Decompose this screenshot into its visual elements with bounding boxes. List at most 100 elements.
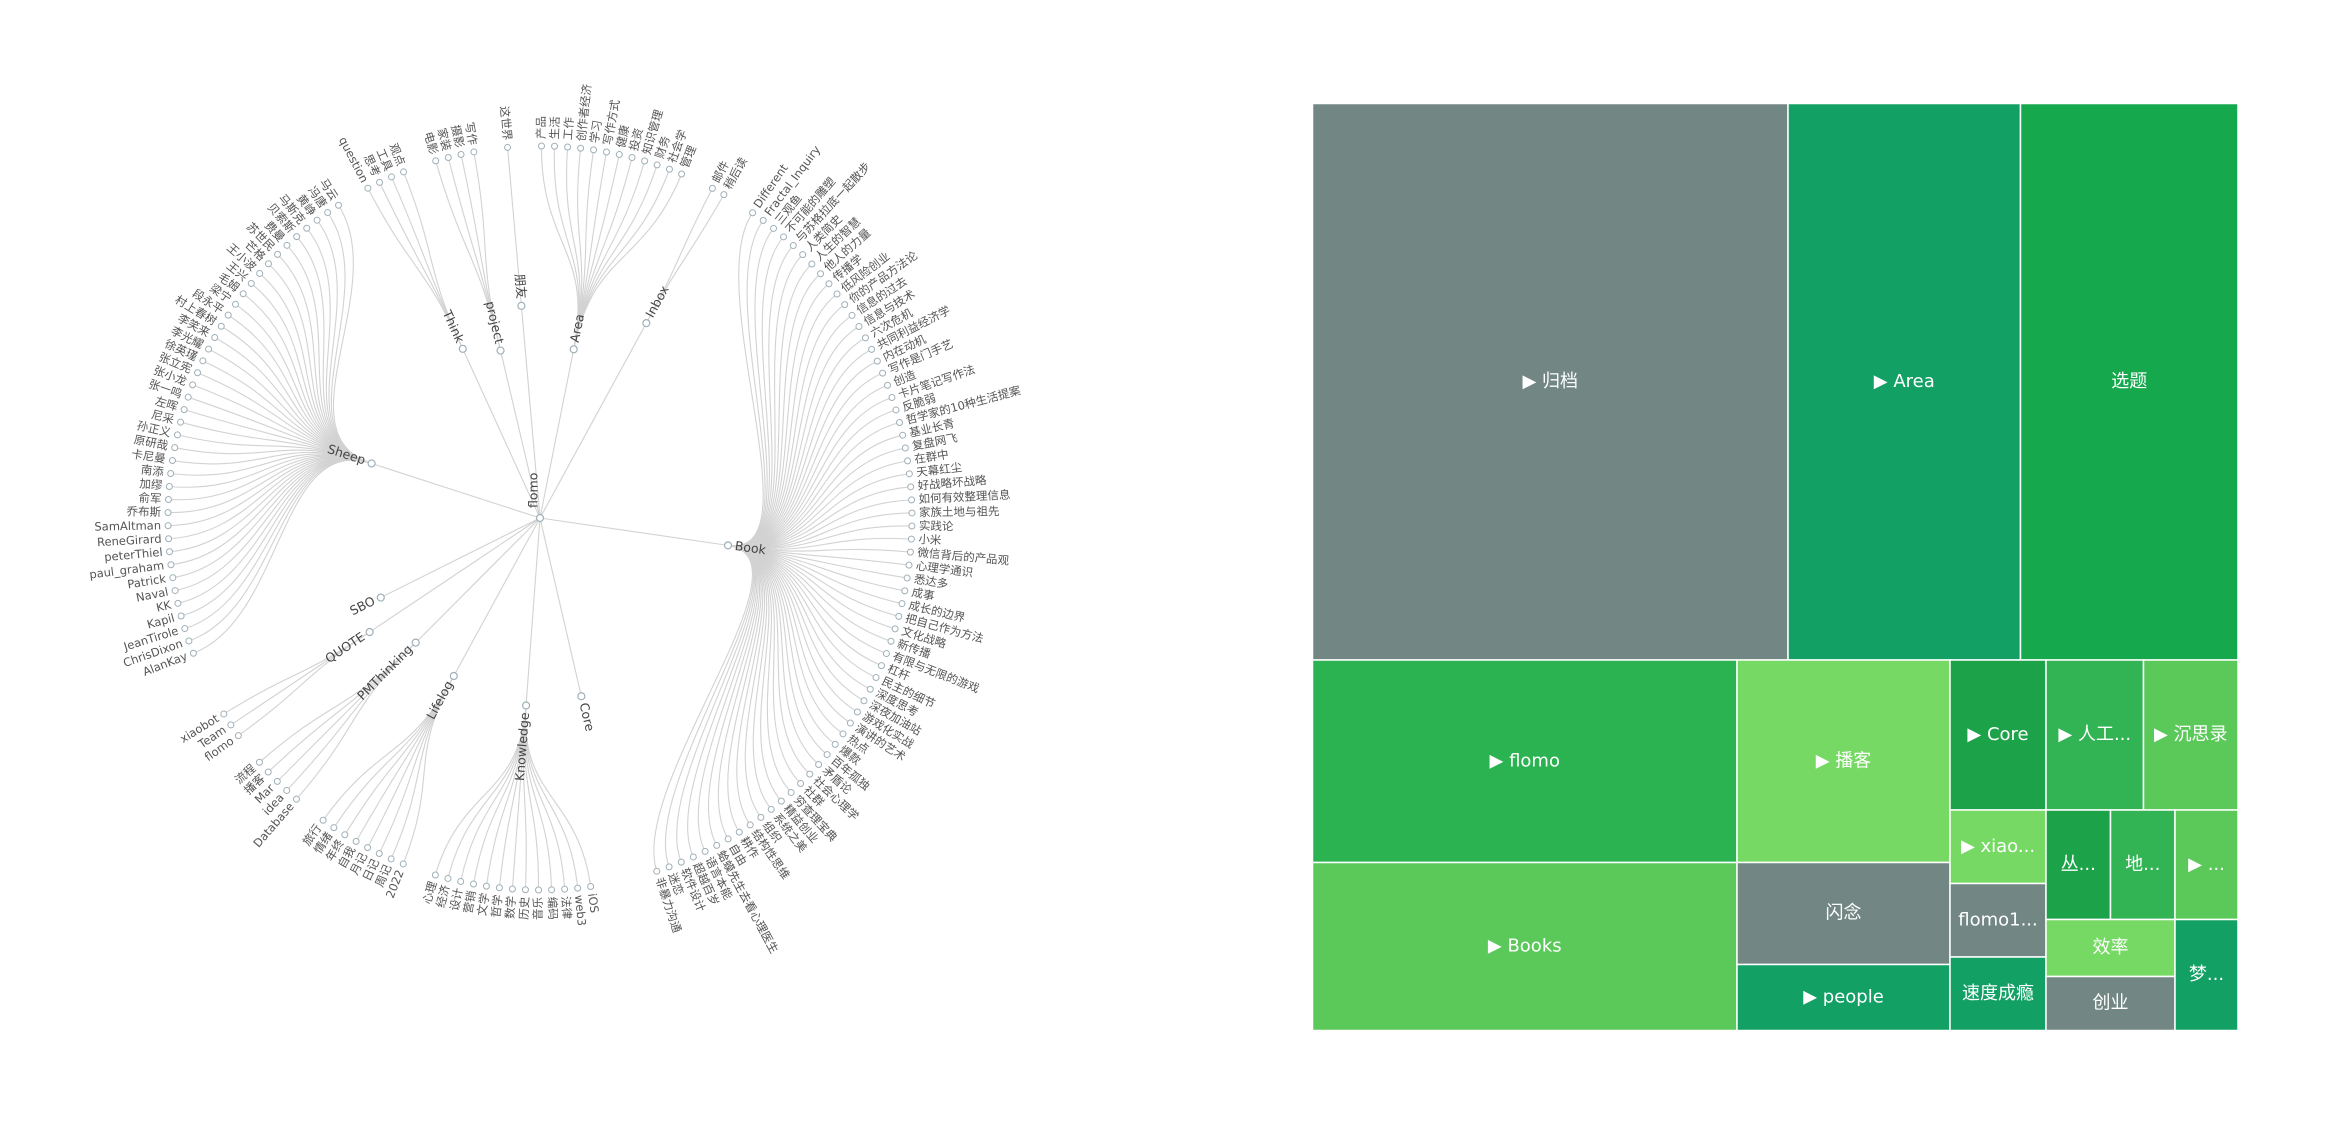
leaf-node — [846, 719, 854, 727]
leaf-link — [306, 227, 372, 464]
leaf-node — [839, 730, 847, 738]
treemap-cell[interactable]: ▶ Books — [1311, 861, 1738, 1032]
treemap-label: ▶ 人工... — [2058, 724, 2131, 745]
leaf-link — [177, 458, 372, 604]
treemap-cell[interactable]: 丛... — [2045, 809, 2112, 921]
leaf-node — [171, 444, 179, 452]
leaf-node — [708, 184, 716, 192]
leaf-node — [861, 334, 869, 342]
treemap-cell[interactable]: 速度成瘾 — [1949, 956, 2047, 1032]
leaf-node — [167, 561, 175, 569]
leaf-node — [628, 154, 636, 162]
branch-node — [521, 701, 531, 710]
leaf-node — [713, 841, 721, 849]
treemap-cell[interactable]: ▶ ... — [2174, 809, 2239, 921]
leaf-node — [903, 574, 911, 582]
treemap-cell[interactable]: ▶ 沉思录 — [2142, 659, 2239, 811]
leaf-node — [341, 831, 349, 839]
branch-node — [411, 638, 420, 647]
leaf-link — [727, 314, 853, 547]
treemap-label: 梦... — [2189, 964, 2224, 985]
leaf-node — [205, 345, 213, 353]
leaf-label: 南添 — [140, 462, 165, 479]
treemap-cell[interactable]: 闪念 — [1736, 861, 1951, 966]
treemap-cell[interactable]: flomo1... — [1949, 882, 2047, 958]
leaf-node — [653, 867, 661, 875]
leaf-node — [797, 779, 805, 787]
treemap-cell[interactable]: 选题 — [2019, 102, 2239, 661]
branch-link — [462, 348, 541, 519]
leaf-label: 法律 — [559, 896, 575, 920]
treemap-rect — [1311, 659, 1738, 864]
branch-link — [415, 517, 541, 643]
leaf-node — [848, 311, 856, 319]
leaf-node — [470, 148, 478, 156]
treemap-cell[interactable]: 梦... — [2174, 918, 2239, 1032]
branch-link — [520, 305, 541, 519]
leaf-node — [701, 847, 709, 855]
treemap-rect — [1736, 861, 1951, 966]
leaf-label: 俞军 — [138, 491, 162, 506]
leaf-label: 加缪 — [139, 476, 164, 492]
leaf-node — [833, 290, 841, 298]
leaf-label: 天幕红尘 — [915, 460, 962, 479]
leaf-node — [432, 157, 440, 165]
treemap-cell[interactable]: ▶ 归档 — [1311, 102, 1789, 661]
leaf-node — [841, 301, 849, 309]
leaf-node — [264, 260, 272, 268]
leaf-node — [211, 334, 219, 342]
leaf-link — [727, 421, 900, 547]
treemap-cell[interactable]: ▶ flomo — [1311, 659, 1738, 864]
branch-link — [369, 517, 541, 633]
leaf-label: 文学 — [475, 892, 492, 917]
branch-node — [642, 319, 651, 328]
branch-node — [517, 301, 526, 310]
leaf-node — [873, 357, 881, 365]
branch-label: project — [483, 300, 508, 346]
treemap-cell[interactable]: 效率 — [2045, 918, 2176, 978]
leaf-label: 成事 — [910, 585, 935, 603]
leaf-node — [872, 674, 880, 682]
leaf-node — [189, 381, 197, 389]
leaf-label: 如何有效整理信息 — [918, 488, 1011, 506]
treemap-cell[interactable]: ▶ xiao... — [1949, 809, 2047, 885]
branch-link — [539, 322, 647, 519]
treemap-label: 闪念 — [1826, 902, 1862, 924]
leaf-node — [173, 431, 181, 439]
leaf-node — [292, 795, 300, 803]
leaf-node — [194, 369, 202, 377]
leaf-label: 生活 — [547, 116, 562, 140]
leaf-node — [787, 788, 795, 796]
treemap-cell[interactable]: ▶ 人工... — [2045, 659, 2145, 811]
leaf-label: 好战略坏战略 — [917, 473, 987, 493]
treemap-cell[interactable]: ▶ Core — [1949, 659, 2047, 811]
treemap-cell[interactable]: 创业 — [2045, 975, 2176, 1032]
leaf-link — [180, 459, 372, 617]
treemap-cell[interactable]: ▶ Area — [1787, 102, 2022, 661]
branch-node — [376, 593, 385, 602]
treemap-cell[interactable]: ▶ people — [1736, 963, 1951, 1032]
leaf-label: 心理 — [420, 879, 440, 905]
branch-label: PMThinking — [354, 642, 415, 703]
leaf-link — [332, 204, 372, 464]
branch-node — [569, 345, 578, 354]
leaf-link — [169, 457, 372, 553]
leaf-link — [170, 458, 372, 566]
leaf-node — [319, 816, 327, 824]
leaf-node — [169, 574, 177, 582]
branch-node — [723, 541, 733, 550]
leaf-node — [831, 740, 839, 748]
leaf-node — [780, 233, 788, 241]
leaf-node — [561, 885, 569, 893]
leaf-node — [504, 143, 512, 151]
treemap-cell[interactable]: 地... — [2109, 809, 2176, 921]
branch-node — [367, 459, 376, 468]
leaf-node — [431, 871, 439, 879]
treemap-cell[interactable]: ▶ 播客 — [1736, 659, 1951, 864]
leaf-label: 经济 — [433, 883, 452, 909]
leaf-node — [303, 224, 311, 232]
treemap-rect — [2142, 659, 2239, 811]
treemap-rect — [2045, 975, 2176, 1032]
leaf-link — [727, 304, 846, 547]
